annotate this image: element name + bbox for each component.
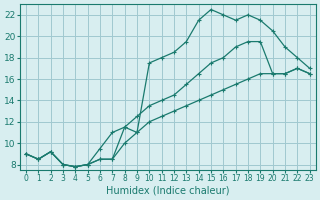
- X-axis label: Humidex (Indice chaleur): Humidex (Indice chaleur): [106, 186, 229, 196]
